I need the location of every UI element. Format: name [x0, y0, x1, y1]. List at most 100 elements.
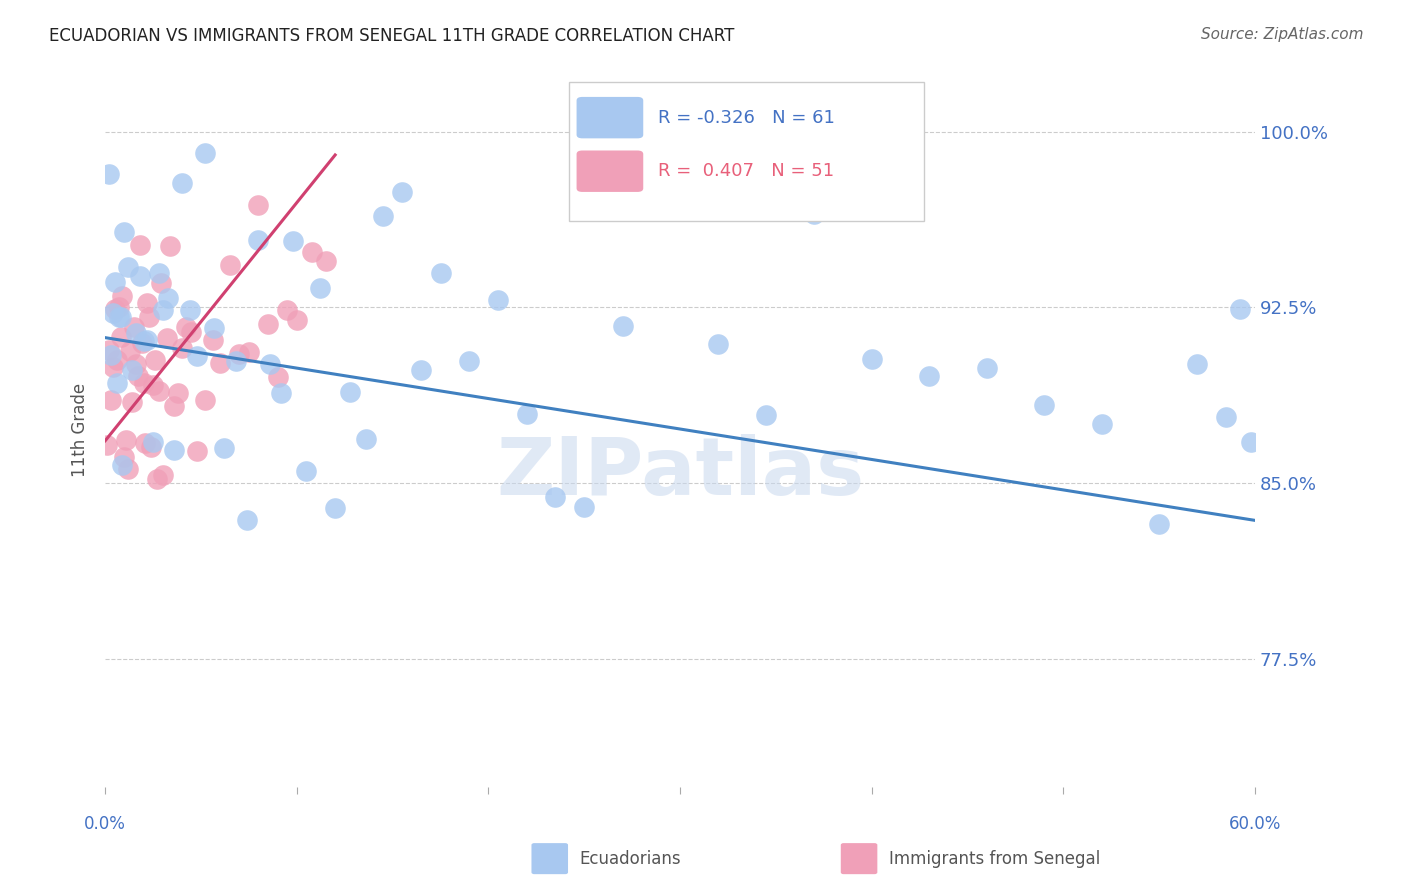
- Point: [976, 360, 998, 375]
- Point: [301, 244, 323, 259]
- Point: [186, 444, 208, 458]
- Point: [111, 458, 134, 472]
- Point: [755, 408, 778, 422]
- Point: [803, 206, 825, 220]
- Point: [516, 407, 538, 421]
- Point: [411, 362, 433, 376]
- Point: [180, 325, 202, 339]
- Point: [186, 349, 208, 363]
- Point: [100, 392, 122, 407]
- FancyBboxPatch shape: [576, 97, 644, 138]
- Point: [170, 341, 193, 355]
- Point: [136, 295, 159, 310]
- Point: [295, 464, 318, 478]
- Point: [212, 441, 235, 455]
- Point: [163, 399, 186, 413]
- Point: [132, 334, 155, 348]
- Point: [1033, 398, 1056, 412]
- Point: [121, 395, 143, 409]
- Point: [429, 266, 451, 280]
- Text: 0.0%: 0.0%: [84, 815, 127, 833]
- Text: Source: ZipAtlas.com: Source: ZipAtlas.com: [1201, 27, 1364, 42]
- Point: [136, 333, 159, 347]
- Point: [107, 310, 129, 324]
- Point: [236, 513, 259, 527]
- Point: [458, 354, 481, 368]
- Point: [201, 333, 224, 347]
- Point: [574, 500, 596, 515]
- Text: ECUADORIAN VS IMMIGRANTS FROM SENEGAL 11TH GRADE CORRELATION CHART: ECUADORIAN VS IMMIGRANTS FROM SENEGAL 11…: [49, 27, 734, 45]
- Point: [110, 310, 132, 324]
- Point: [105, 376, 128, 390]
- Point: [117, 260, 139, 274]
- Point: [174, 320, 197, 334]
- Point: [128, 237, 150, 252]
- Point: [142, 434, 165, 449]
- Point: [120, 344, 142, 359]
- Point: [1147, 516, 1170, 531]
- FancyBboxPatch shape: [568, 82, 924, 221]
- Point: [204, 321, 226, 335]
- Text: R =  0.407   N = 51: R = 0.407 N = 51: [658, 162, 834, 180]
- Point: [112, 450, 135, 465]
- Point: [104, 301, 127, 316]
- Point: [228, 347, 250, 361]
- Point: [218, 258, 240, 272]
- Point: [132, 376, 155, 390]
- Text: 60.0%: 60.0%: [1229, 815, 1281, 833]
- Point: [659, 166, 682, 180]
- Y-axis label: 11th Grade: 11th Grade: [72, 384, 89, 477]
- Point: [1229, 302, 1251, 317]
- Point: [155, 331, 177, 345]
- Point: [148, 267, 170, 281]
- FancyBboxPatch shape: [576, 151, 644, 192]
- Point: [1215, 409, 1237, 424]
- Point: [339, 384, 361, 399]
- Point: [111, 289, 134, 303]
- Point: [209, 356, 232, 370]
- Point: [125, 326, 148, 340]
- Point: [612, 319, 634, 334]
- Point: [276, 302, 298, 317]
- Point: [167, 385, 190, 400]
- Point: [96, 438, 118, 452]
- Point: [918, 368, 941, 383]
- Point: [194, 392, 217, 407]
- Point: [860, 352, 883, 367]
- Point: [157, 291, 180, 305]
- Point: [544, 490, 567, 504]
- Point: [371, 209, 394, 223]
- Point: [122, 320, 145, 334]
- Point: [98, 167, 121, 181]
- Point: [159, 239, 181, 253]
- Point: [127, 368, 149, 383]
- Point: [170, 176, 193, 190]
- Point: [152, 468, 174, 483]
- Point: [266, 370, 288, 384]
- Point: [138, 310, 160, 324]
- Point: [179, 302, 201, 317]
- Point: [247, 233, 270, 247]
- Point: [1187, 357, 1209, 371]
- Point: [141, 440, 163, 454]
- Point: [308, 281, 330, 295]
- Point: [315, 254, 337, 268]
- Point: [149, 276, 172, 290]
- Point: [238, 345, 260, 359]
- Point: [148, 384, 170, 398]
- Point: [146, 472, 169, 486]
- Point: [105, 353, 128, 368]
- Text: Immigrants from Senegal: Immigrants from Senegal: [889, 850, 1099, 868]
- Point: [354, 432, 377, 446]
- Point: [101, 360, 124, 375]
- Point: [101, 306, 124, 320]
- Point: [270, 385, 292, 400]
- Point: [143, 352, 166, 367]
- Point: [98, 343, 121, 357]
- Point: [707, 337, 730, 351]
- Point: [194, 146, 217, 161]
- Point: [1240, 434, 1263, 449]
- Point: [247, 198, 270, 212]
- Text: ZIPatlas: ZIPatlas: [496, 434, 865, 512]
- Point: [100, 348, 122, 362]
